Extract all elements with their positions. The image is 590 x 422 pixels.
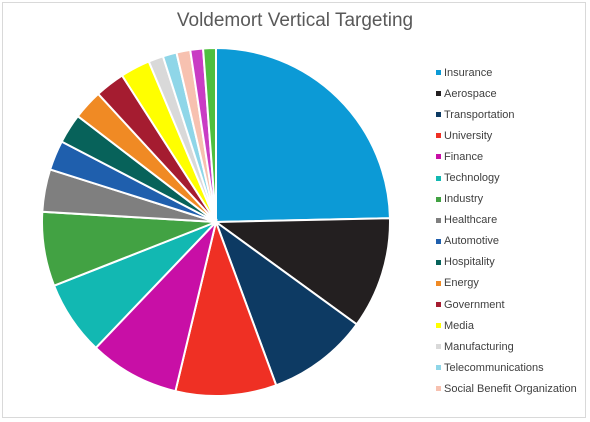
legend: Insurance Aerospace Transportation Universi…: [436, 62, 577, 400]
legend-label: Telecommunications: [444, 361, 544, 374]
legend-label: Energy: [444, 277, 479, 290]
legend-item-aerospace: Aerospace: [436, 83, 577, 104]
legend-swatch: [436, 217, 441, 223]
legend-item-insurance: Insurance: [436, 62, 577, 83]
legend-swatch: [436, 238, 441, 244]
legend-swatch: [436, 196, 441, 202]
legend-label: University: [444, 129, 493, 142]
legend-label: Hospitality: [444, 256, 495, 269]
legend-swatch: [436, 323, 441, 329]
legend-item-telecommunications: Telecommunications: [436, 357, 577, 378]
legend-swatch: [436, 154, 441, 160]
legend-item-hospitality: Hospitality: [436, 252, 577, 273]
legend-swatch: [436, 70, 441, 76]
legend-label: Media: [444, 319, 474, 332]
legend-label: Technology: [444, 172, 500, 185]
legend-label: Automotive: [444, 235, 500, 248]
legend-label: Healthcare: [444, 214, 498, 227]
legend-item-government: Government: [436, 294, 577, 315]
pie-slice-transportation: [213, 219, 359, 387]
legend-swatch: [436, 386, 441, 392]
legend-label: Industry: [444, 193, 484, 206]
legend-swatch: [436, 365, 441, 371]
legend-label: Transportation: [444, 108, 515, 121]
pie-slice-finance: [94, 218, 218, 393]
legend-swatch: [436, 175, 441, 181]
legend-label: Aerospace: [444, 87, 497, 100]
pie-slice-insurance: [215, 46, 391, 224]
legend-swatch: [436, 280, 441, 286]
legend-item-technology: Technology: [436, 167, 577, 188]
legend-item-university: University: [436, 125, 577, 146]
pie-slice-aerospace: [213, 217, 391, 326]
legend-item-automotive: Automotive: [436, 231, 577, 252]
legend-swatch: [436, 302, 441, 308]
legend-item-media: Media: [436, 315, 577, 336]
legend-item-industry: Industry: [436, 189, 577, 210]
legend-swatch: [436, 344, 441, 350]
legend-item-healthcare: Healthcare: [436, 210, 577, 231]
legend-swatch: [436, 112, 441, 118]
legend-label: Finance: [444, 150, 484, 163]
legend-label: Social Benefit Organization: [444, 382, 577, 395]
pie-slice-other: [201, 46, 217, 223]
legend-swatch: [436, 133, 441, 139]
pie-slice-university: [174, 218, 278, 398]
legend-label: Government: [444, 298, 505, 311]
legend-item-manufacturing: Manufacturing: [436, 336, 577, 357]
legend-item-finance: Finance: [436, 146, 577, 167]
legend-swatch: [436, 259, 441, 265]
legend-label: Insurance: [444, 66, 493, 79]
chart-title: Voldemort Vertical Targeting: [176, 10, 414, 31]
legend-swatch: [436, 91, 441, 97]
legend-label: Manufacturing: [444, 340, 514, 353]
legend-item-transportation: Transportation: [436, 104, 577, 125]
legend-item-social-benefit-organization: Social Benefit Organization: [436, 378, 577, 399]
legend-item-energy: Energy: [436, 273, 577, 294]
